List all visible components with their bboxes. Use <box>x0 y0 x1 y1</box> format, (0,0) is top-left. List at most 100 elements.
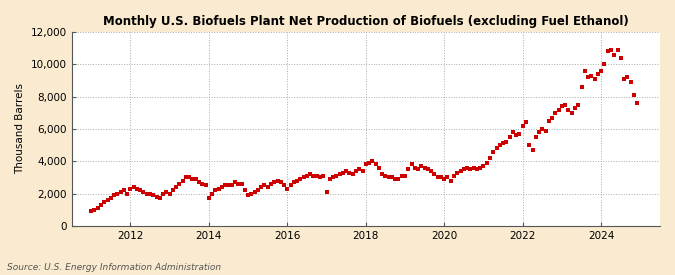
Point <box>455 169 466 173</box>
Point <box>256 185 267 189</box>
Point <box>605 48 616 52</box>
Point <box>223 183 234 188</box>
Point <box>288 180 299 185</box>
Point <box>135 188 146 192</box>
Point <box>442 175 453 180</box>
Point <box>475 166 485 170</box>
Point <box>96 203 107 207</box>
Point <box>501 140 512 144</box>
Point <box>348 172 358 176</box>
Point <box>144 191 155 196</box>
Point <box>462 166 472 170</box>
Point <box>105 196 116 201</box>
Point <box>478 164 489 168</box>
Point <box>200 183 211 188</box>
Point <box>432 175 443 180</box>
Point <box>217 185 227 189</box>
Point <box>520 120 531 125</box>
Point <box>308 174 319 178</box>
Point <box>531 135 541 139</box>
Point <box>449 174 460 178</box>
Point <box>344 170 355 175</box>
Point <box>298 175 309 180</box>
Point <box>350 169 361 173</box>
Point <box>616 56 626 60</box>
Point <box>249 190 260 194</box>
Point <box>164 191 175 196</box>
Point <box>488 149 499 154</box>
Point <box>583 75 593 79</box>
Point <box>465 167 476 172</box>
Point <box>527 148 538 152</box>
Point <box>327 175 338 180</box>
Point <box>576 85 587 89</box>
Point <box>252 188 263 192</box>
Point <box>524 143 535 147</box>
Point <box>419 166 430 170</box>
Point <box>554 107 564 112</box>
Point <box>439 177 450 181</box>
Point <box>272 178 283 183</box>
Point <box>406 162 417 167</box>
Point <box>220 183 231 188</box>
Point <box>236 182 247 186</box>
Point <box>357 169 368 173</box>
Point <box>321 190 332 194</box>
Point <box>174 182 185 186</box>
Point <box>632 101 643 105</box>
Point <box>311 174 322 178</box>
Point <box>426 169 437 173</box>
Point <box>370 162 381 167</box>
Point <box>292 178 302 183</box>
Point <box>452 170 462 175</box>
Point <box>318 174 329 178</box>
Point <box>243 193 254 197</box>
Point <box>517 123 528 128</box>
Point <box>115 190 126 194</box>
Point <box>602 49 613 54</box>
Point <box>155 196 165 201</box>
Point <box>612 48 623 52</box>
Point <box>446 178 456 183</box>
Point <box>263 185 273 189</box>
Point <box>389 177 400 181</box>
Point <box>92 206 103 210</box>
Point <box>302 174 313 178</box>
Point <box>494 143 505 147</box>
Point <box>141 191 152 196</box>
Point <box>194 180 205 185</box>
Point <box>485 156 495 160</box>
Text: Source: U.S. Energy Information Administration: Source: U.S. Energy Information Administ… <box>7 263 221 272</box>
Point <box>364 161 375 165</box>
Point <box>171 185 182 189</box>
Point <box>599 62 610 67</box>
Point <box>566 111 577 115</box>
Point <box>161 190 171 194</box>
Point <box>265 182 276 186</box>
Point <box>279 183 290 188</box>
Point <box>547 116 558 120</box>
Point <box>331 174 342 178</box>
Point <box>563 107 574 112</box>
Point <box>458 167 469 172</box>
Point <box>89 208 100 212</box>
Point <box>148 193 159 197</box>
Point <box>403 167 414 172</box>
Point <box>246 191 256 196</box>
Point <box>138 190 149 194</box>
Point <box>305 172 316 176</box>
Point <box>491 146 502 150</box>
Point <box>373 166 384 170</box>
Point <box>128 185 139 189</box>
Point <box>187 177 198 181</box>
Point <box>360 162 371 167</box>
Point <box>158 191 169 196</box>
Point <box>315 175 325 180</box>
Point <box>102 198 113 202</box>
Point <box>625 80 636 84</box>
Point <box>537 127 547 131</box>
Point <box>497 141 508 146</box>
Point <box>380 174 391 178</box>
Point <box>282 186 293 191</box>
Point <box>230 180 240 185</box>
